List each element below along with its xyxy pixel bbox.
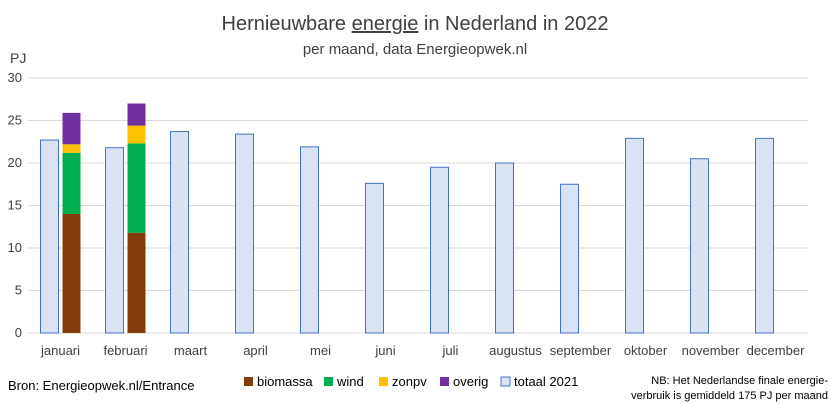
y-tick-label-0: 0 (15, 325, 22, 340)
bar-totaal-2021-oktober (625, 137, 644, 334)
legend-label-totaal-2021: totaal 2021 (514, 374, 578, 389)
bar-totaal-2021-december (755, 137, 774, 334)
y-axis-unit: PJ (10, 50, 26, 66)
y-tick-label-4: 20 (8, 155, 22, 170)
y-tick-label-3: 15 (8, 198, 22, 213)
legend-swatch-totaal-2021 (500, 376, 511, 387)
x-axis-labels: januari februari maart april mei juni juli augu… (40, 343, 805, 358)
legend-swatch-wind (324, 377, 333, 386)
bars (40, 103, 774, 334)
legend-swatch-overig (440, 377, 449, 386)
legend-label-zonpv: zonpv (392, 374, 427, 389)
legend-label-biomassa: biomassa (257, 374, 313, 389)
bar-zonpv-januari (62, 144, 81, 153)
bar-totaal-2021-juni (365, 182, 384, 334)
legend-label-overig: overig (453, 374, 488, 389)
legend-label-wind: wind (336, 374, 364, 389)
y-tick-label-1: 5 (15, 283, 22, 298)
x-tick-label-mei: mei (310, 343, 331, 358)
x-tick-label-september: september (550, 343, 612, 358)
bar-overig-februari (127, 103, 146, 126)
y-tick-label-2: 10 (8, 240, 22, 255)
y-tick-label-6: 30 (8, 70, 22, 85)
y-tick-label-5: 25 (8, 113, 22, 128)
bar-totaal-2021-juli (430, 166, 449, 334)
note-line-2: verbruik is gemiddeld 175 PJ per maand (631, 390, 828, 402)
bar-zonpv-februari (127, 125, 146, 144)
bar-wind-januari (62, 152, 81, 214)
bar-totaal-2021-april (235, 133, 254, 334)
legend: biomassa wind zonpv overig totaal 2021 (244, 374, 578, 389)
y-axis-ticks: 0 5 10 15 20 25 30 (8, 70, 22, 340)
x-tick-label-november: november (682, 343, 740, 358)
x-tick-label-juni: juni (374, 343, 395, 358)
bar-biomassa-februari (127, 232, 146, 333)
bar-totaal-2021-februari (105, 147, 124, 334)
x-tick-label-augustus: augustus (489, 343, 542, 358)
bar-totaal-2021-maart (170, 131, 189, 334)
gridlines (28, 77, 808, 334)
bar-overig-januari (62, 112, 81, 145)
bar-totaal-2021-november (690, 158, 709, 334)
bar-totaal-2021-mei (300, 146, 319, 334)
x-tick-label-oktober: oktober (624, 343, 668, 358)
legend-swatch-zonpv (379, 377, 388, 386)
chart-title-link[interactable]: energie (352, 13, 419, 35)
chart-subtitle: per maand, data Energieopwek.nl (303, 41, 527, 58)
x-tick-label-juli: juli (442, 343, 459, 358)
bar-wind-februari (127, 143, 146, 233)
x-tick-label-maart: maart (174, 343, 208, 358)
bar-totaal-2021-september (560, 183, 579, 334)
source-text: Bron: Energieopwek.nl/Entrance (8, 378, 194, 393)
bar-biomassa-januari (62, 214, 81, 333)
x-tick-label-april: april (243, 343, 268, 358)
bar-totaal-2021-augustus (495, 162, 514, 334)
legend-swatch-biomassa (244, 377, 253, 386)
x-tick-label-december: december (747, 343, 805, 358)
x-tick-label-januari: januari (40, 343, 80, 358)
note-line-1: NB: Het Nederlandse finale energie- (651, 375, 828, 387)
bar-totaal-2021-januari (40, 139, 59, 334)
x-tick-label-februari: februari (103, 343, 147, 358)
chart-title: Hernieuwbare energie in Nederland in 202… (222, 13, 609, 35)
